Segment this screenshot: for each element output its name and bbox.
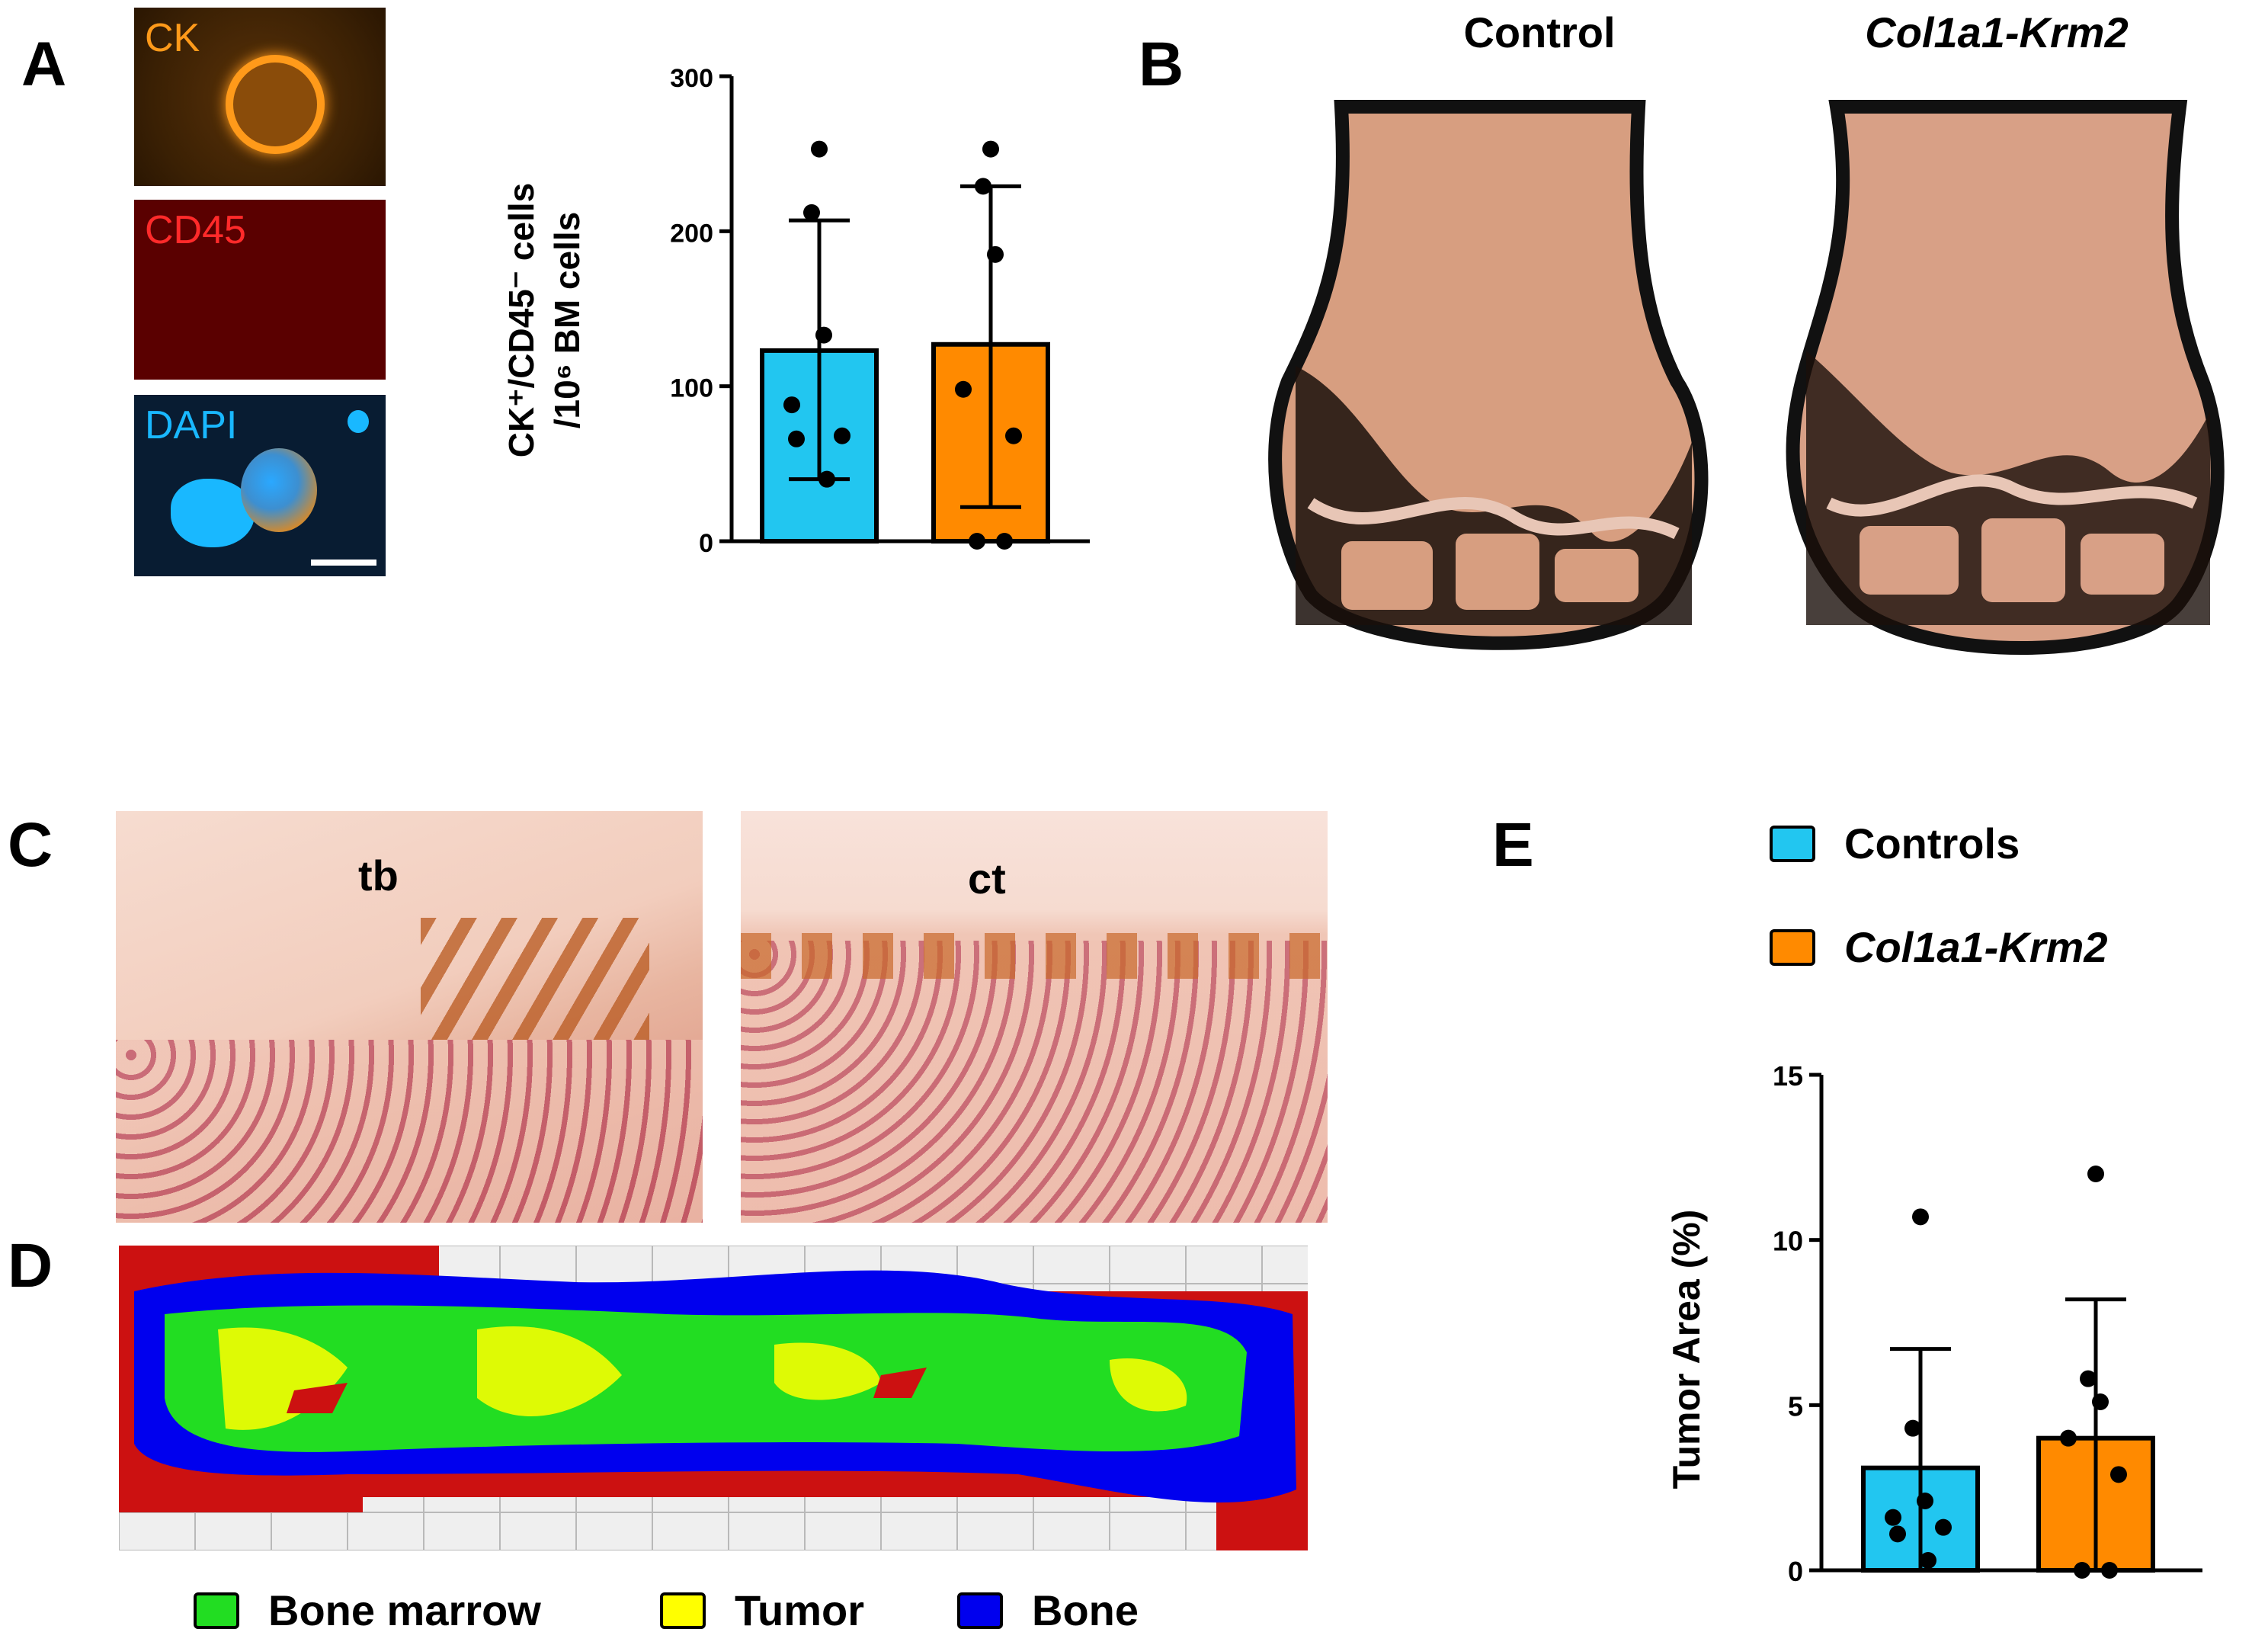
tumor-area-chart: Tumor Area (%) 0 5 10 15 xyxy=(1665,1060,2202,1587)
chart1-ylabel-line2: /10⁶ BM cells xyxy=(547,212,587,429)
dapi-nucleus xyxy=(171,479,255,547)
y-tick-label: 300 xyxy=(670,64,713,93)
krm2-swatch xyxy=(1770,928,1815,966)
control-title: Control xyxy=(1463,8,1616,56)
data-point xyxy=(2101,1562,2118,1579)
control-bone-section xyxy=(1268,100,1709,650)
tumor-label: Tumor xyxy=(735,1586,865,1634)
data-point xyxy=(811,140,828,158)
chart1-ylabel-line1: CK⁺/CD45⁻ cells xyxy=(501,183,541,457)
ck-stained-cell xyxy=(226,55,325,154)
panel-letter-e: E xyxy=(1492,810,1534,880)
data-point xyxy=(1885,1509,1901,1526)
data-point xyxy=(803,204,820,221)
data-point xyxy=(1917,1493,1933,1509)
tb-cell-layer xyxy=(116,1040,703,1223)
legend-bone-marrow: Bone marrow xyxy=(194,1586,541,1635)
tb-stained-cells xyxy=(421,918,649,1040)
ck-fluorescence-image: CK xyxy=(134,8,386,186)
legend-controls: Controls xyxy=(1770,819,2020,868)
data-point xyxy=(2110,1466,2127,1483)
panel-letter-d: D xyxy=(8,1231,53,1300)
cd45-fluorescence-image: CD45 xyxy=(134,200,386,380)
dapi-fluorescence-image: DAPI xyxy=(134,395,386,576)
legend-bone: Bone xyxy=(957,1586,1139,1635)
data-point xyxy=(1889,1525,1906,1543)
bone-swatch xyxy=(957,1592,1003,1629)
bone-label: Bone xyxy=(1032,1586,1139,1634)
dapi-small-nucleus xyxy=(348,410,369,433)
data-point xyxy=(955,380,972,398)
ct-stained-cells xyxy=(741,933,1328,979)
dapi-label: DAPI xyxy=(145,403,238,447)
bone-marrow-swatch xyxy=(194,1592,239,1629)
controls-label: Controls xyxy=(1844,819,2020,867)
data-point xyxy=(996,533,1013,550)
ctc-count-chart: CK⁺/CD45⁻ cells /10⁶ BM cells 0 100 200 300 xyxy=(501,64,1090,558)
y-tick-label: 5 xyxy=(1788,1390,1803,1422)
data-point xyxy=(818,470,835,488)
y-tick-label: 100 xyxy=(670,374,713,403)
y-tick-label: 0 xyxy=(1788,1556,1803,1587)
bone-marrow-label: Bone marrow xyxy=(268,1586,541,1634)
panel-letter-a: A xyxy=(21,30,67,99)
dapi-stained-cell xyxy=(241,448,317,532)
chart2-ylabel: Tumor Area (%) xyxy=(1665,1210,1708,1489)
data-point xyxy=(969,533,985,550)
cd45-label: CD45 xyxy=(145,208,246,252)
data-point xyxy=(815,326,832,344)
legend-tumor: Tumor xyxy=(660,1586,864,1635)
tumor-swatch xyxy=(660,1592,706,1629)
data-point xyxy=(982,140,999,158)
krm2-bone-section xyxy=(1786,100,2225,655)
tumor-segmentation-map xyxy=(119,1246,1308,1550)
data-point xyxy=(2080,1370,2097,1387)
data-point xyxy=(2060,1429,2077,1447)
data-point xyxy=(1920,1552,1936,1569)
data-point xyxy=(1005,427,1022,444)
data-point xyxy=(987,245,1004,263)
data-point xyxy=(2092,1393,2109,1410)
data-point xyxy=(834,427,850,444)
y-tick-label: 10 xyxy=(1773,1226,1803,1257)
scale-bar xyxy=(311,560,376,566)
y-tick-label: 200 xyxy=(670,219,713,248)
data-point xyxy=(783,396,800,414)
y-tick-label: 0 xyxy=(699,529,713,558)
controls-swatch xyxy=(1770,825,1815,862)
krm2-title: Col1a1-Krm2 xyxy=(1865,8,2129,56)
legend-krm2: Col1a1-Krm2 xyxy=(1770,922,2107,972)
data-point xyxy=(1904,1419,1921,1437)
ct-cell-layer xyxy=(741,941,1328,1223)
data-point xyxy=(788,430,805,447)
data-point xyxy=(975,178,991,195)
data-point xyxy=(1912,1208,1929,1226)
data-point xyxy=(2087,1166,2104,1182)
tb-histology-image: tb xyxy=(116,811,703,1223)
panel-letter-c: C xyxy=(8,810,53,880)
data-point xyxy=(2074,1562,2090,1579)
y-tick-label: 15 xyxy=(1773,1060,1803,1092)
krm2-label: Col1a1-Krm2 xyxy=(1844,923,2108,971)
tb-label: tb xyxy=(358,851,399,899)
panel-letter-b: B xyxy=(1139,30,1184,99)
ct-histology-image: ct xyxy=(741,811,1328,1223)
data-point xyxy=(1935,1518,1952,1536)
ck-label: CK xyxy=(145,16,200,60)
ct-label: ct xyxy=(968,855,1006,903)
